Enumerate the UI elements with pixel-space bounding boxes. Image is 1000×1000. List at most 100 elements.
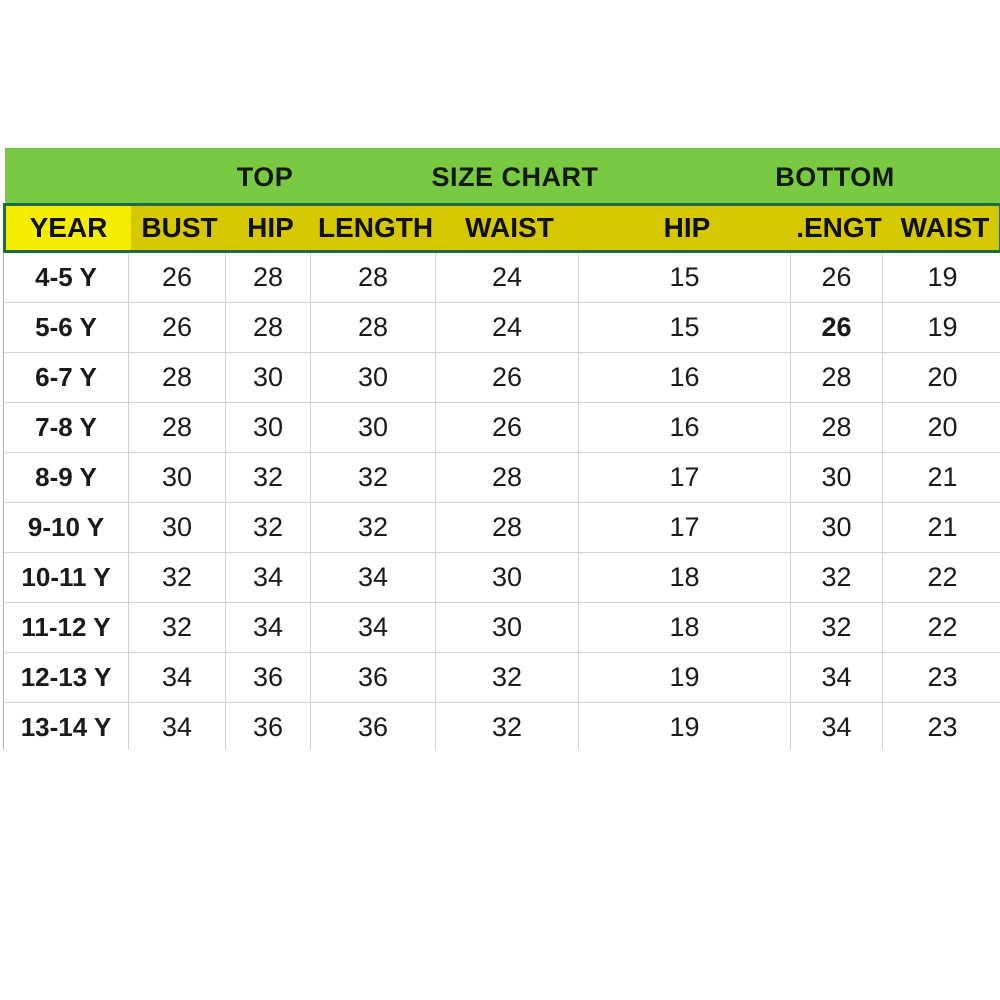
cell-waist: 20 [883,353,1000,402]
group-label-bottom: BOTTOM [775,162,895,192]
cell-waist: 30 [436,553,579,602]
cell-length: 36 [311,703,436,750]
cell-engt: 32 [791,603,883,652]
cell-engt: 26 [791,253,883,302]
cell-waist: 23 [883,703,1000,750]
cell-hip: 16 [579,353,791,402]
column-header-top-hip: HIP [247,212,294,243]
cell-hip: 18 [579,603,791,652]
cell-year: 9-10 Y [4,503,129,552]
column-header-top-waist: WAIST [465,212,554,243]
table-header-row: YEAR BUST HIP LENGTH WAIST HIP .ENGT WAIST [3,203,1000,253]
cell-waist: 26 [436,353,579,402]
cell-waist: 24 [436,303,579,352]
cell-year: 13-14 Y [4,703,129,750]
table-body: 4-5 Y 26 28 28 24 15 26 19 5-6 Y 26 28 28 24 15 26 19 6-… [3,253,1000,750]
cell-year: 6-7 Y [4,353,129,402]
cell-length: 30 [311,353,436,402]
cell-waist: 28 [436,453,579,502]
cell-hip: 18 [579,553,791,602]
cell-year: 8-9 Y [4,453,129,502]
cell-waist: 19 [883,253,1000,302]
title-band: TOP SIZE CHART BOTTOM [5,148,1000,206]
cell-waist: 28 [436,503,579,552]
cell-waist: 30 [436,603,579,652]
cell-bust: 30 [129,453,226,502]
cell-engt: 34 [791,703,883,750]
cell-hip: 32 [226,453,311,502]
cell-waist: 21 [883,503,1000,552]
cell-bust: 28 [129,403,226,452]
cell-waist: 22 [883,603,1000,652]
column-header-year: YEAR [6,206,131,250]
cell-waist: 19 [883,303,1000,352]
table-row: 6-7 Y 28 30 30 26 16 28 20 [4,353,1000,403]
cell-length: 32 [311,453,436,502]
table-row: 5-6 Y 26 28 28 24 15 26 19 [4,303,1000,353]
cell-hip: 17 [579,453,791,502]
cell-hip: 19 [579,653,791,702]
cell-length: 32 [311,503,436,552]
cell-hip: 15 [579,253,791,302]
cell-year: 4-5 Y [4,253,129,302]
cell-bust: 32 [129,553,226,602]
table-row: 9-10 Y 30 32 32 28 17 30 21 [4,503,1000,553]
cell-length: 36 [311,653,436,702]
cell-year: 10-11 Y [4,553,129,602]
cell-hip: 30 [226,353,311,402]
cell-bust: 30 [129,503,226,552]
cell-engt: 30 [791,503,883,552]
cell-hip: 32 [226,503,311,552]
cell-engt: 28 [791,353,883,402]
cell-engt: 32 [791,553,883,602]
table-row: 7-8 Y 28 30 30 26 16 28 20 [4,403,1000,453]
cell-waist: 24 [436,253,579,302]
cell-length: 28 [311,253,436,302]
cell-length: 30 [311,403,436,452]
cell-bust: 26 [129,253,226,302]
cell-bust: 34 [129,703,226,750]
cell-hip: 28 [226,303,311,352]
group-label-top: TOP [236,162,294,192]
cell-waist: 23 [883,653,1000,702]
chart-title: SIZE CHART [431,162,599,192]
cell-hip: 16 [579,403,791,452]
cell-waist: 32 [436,703,579,750]
table-row: 4-5 Y 26 28 28 24 15 26 19 [4,253,1000,303]
column-header-top-length: LENGTH [317,212,434,243]
cell-hip: 30 [226,403,311,452]
column-header-bottom-engt: .ENGT [796,212,882,243]
cell-hip: 17 [579,503,791,552]
cell-hip: 19 [579,703,791,750]
cell-waist: 32 [436,653,579,702]
cell-engt: 26 [791,303,883,352]
table-row: 13-14 Y 34 36 36 32 19 34 23 [4,703,1000,750]
table-row: 12-13 Y 34 36 36 32 19 34 23 [4,653,1000,703]
column-header-bottom-hip: HIP [663,212,711,243]
cell-engt: 34 [791,653,883,702]
table-row: 11-12 Y 32 34 34 30 18 32 22 [4,603,1000,653]
cell-bust: 32 [129,603,226,652]
cell-waist: 26 [436,403,579,452]
cell-hip: 36 [226,703,311,750]
cell-waist: 22 [883,553,1000,602]
cell-year: 11-12 Y [4,603,129,652]
table-row: 10-11 Y 32 34 34 30 18 32 22 [4,553,1000,603]
cell-engt: 28 [791,403,883,452]
cell-waist: 20 [883,403,1000,452]
cell-hip: 34 [226,603,311,652]
cell-hip: 36 [226,653,311,702]
cell-length: 28 [311,303,436,352]
cell-length: 34 [311,553,436,602]
cell-waist: 21 [883,453,1000,502]
cell-bust: 26 [129,303,226,352]
cell-year: 12-13 Y [4,653,129,702]
cell-year: 5-6 Y [4,303,129,352]
cell-hip: 28 [226,253,311,302]
cell-year: 7-8 Y [4,403,129,452]
cell-hip: 15 [579,303,791,352]
table-row: 8-9 Y 30 32 32 28 17 30 21 [4,453,1000,503]
cell-bust: 28 [129,353,226,402]
column-header-bottom-waist: WAIST [900,212,990,243]
